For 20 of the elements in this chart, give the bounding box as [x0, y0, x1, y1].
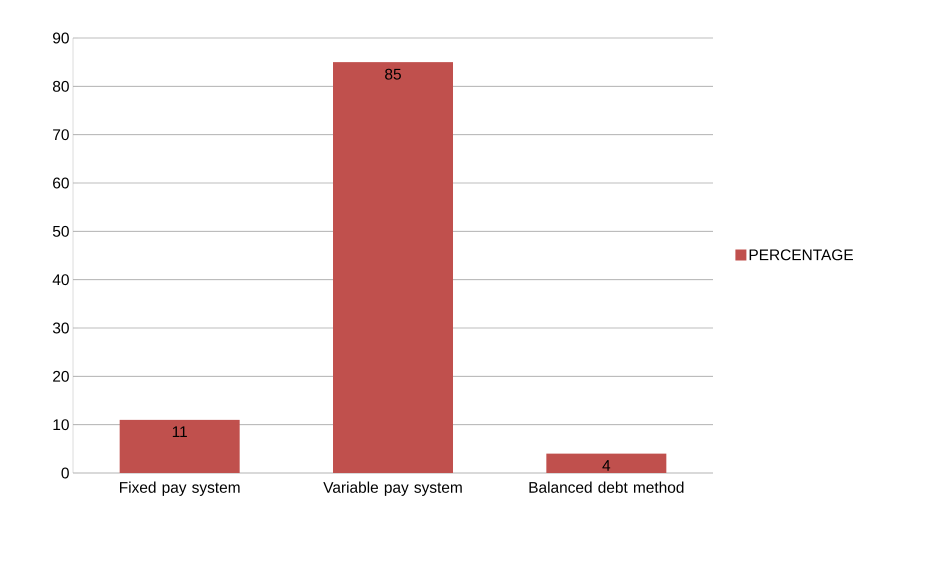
x-tick-label: Balanced debt method: [529, 482, 684, 493]
y-tick-label: 80: [52, 80, 69, 92]
x-tick-label: Fixed pay system: [120, 482, 240, 496]
bar: [120, 420, 240, 473]
y-tick-label: 0: [62, 468, 69, 478]
data-label: 85: [385, 68, 401, 80]
y-tick-label: 60: [53, 178, 69, 188]
bar: [546, 454, 666, 473]
y-tick-label: 30: [52, 322, 69, 334]
y-tick-label: 20: [53, 370, 69, 382]
legend-label: PERCENTAGE: [750, 249, 853, 260]
y-tick-label: 50: [52, 226, 69, 237]
x-tick-label: Variable pay system: [323, 482, 462, 496]
y-tick-label: 90: [53, 32, 69, 44]
data-label: 11: [172, 426, 187, 437]
data-label: 4: [602, 460, 610, 471]
bar: [333, 62, 454, 473]
y-tick-label: 10: [53, 419, 69, 430]
y-tick-label: 70: [53, 129, 69, 140]
y-tick-label: 40: [52, 274, 69, 286]
